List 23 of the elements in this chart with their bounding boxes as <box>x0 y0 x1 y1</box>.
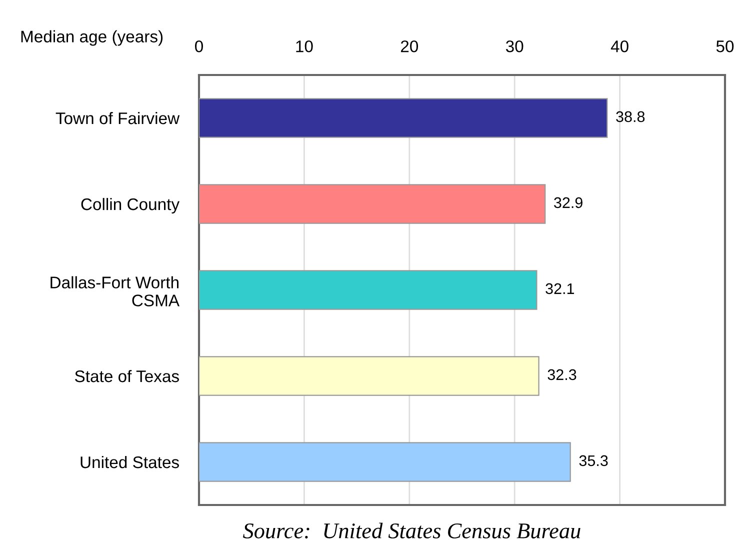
data-label: 32.1 <box>546 283 574 294</box>
bar <box>199 270 538 310</box>
bar <box>199 442 571 482</box>
bar <box>199 98 608 138</box>
data-label: 32.9 <box>554 197 582 208</box>
y-tick-label: State of Texas <box>75 370 179 382</box>
y-tick-label: Collin County <box>81 198 180 214</box>
bar <box>199 184 546 224</box>
y-tick-label: United States <box>80 456 179 468</box>
x-axis-title: Median age (years) <box>21 30 163 46</box>
data-label: 35.3 <box>579 455 608 466</box>
x-tick-label: 40 <box>610 40 628 52</box>
x-tick-label: 30 <box>506 40 524 52</box>
y-tick-label: Dallas-Fort Worth CSMA <box>50 276 180 306</box>
data-label: 32.3 <box>548 369 576 380</box>
bar <box>199 356 540 396</box>
x-tick-label: 50 <box>716 40 734 52</box>
source-note: Source: United States Census Bureau <box>243 522 580 539</box>
x-tick-label: 0 <box>195 40 203 52</box>
y-tick-label: Town of Fairview <box>56 112 180 124</box>
x-tick-label: 20 <box>400 40 418 52</box>
data-label: 38.8 <box>616 111 645 122</box>
x-tick-label: 10 <box>296 40 313 52</box>
